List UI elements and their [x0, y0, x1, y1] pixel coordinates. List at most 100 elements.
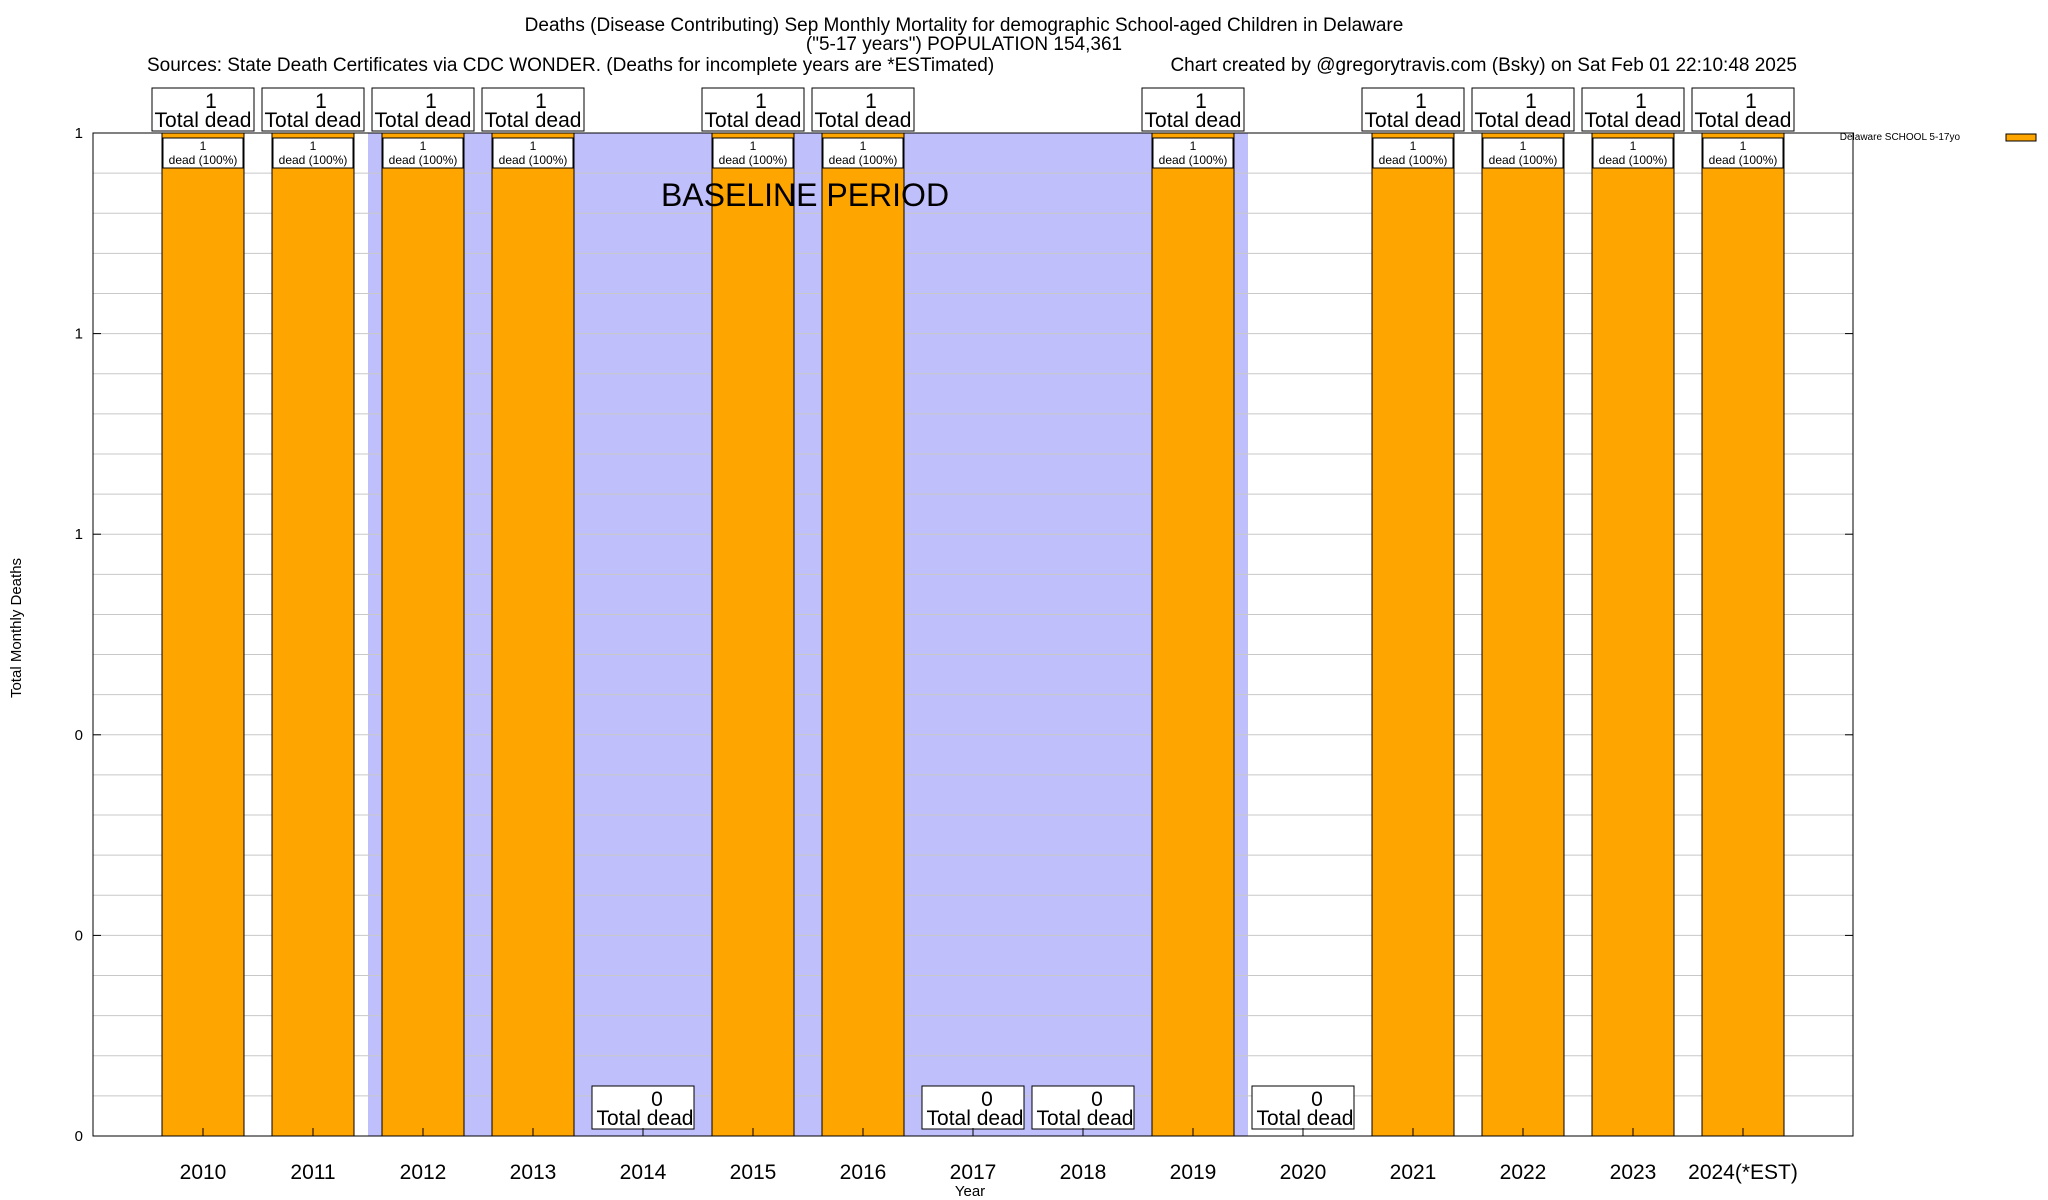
- total-dead-label: Total dead: [597, 1107, 694, 1130]
- segment-percent-label: dead (100%): [389, 153, 458, 167]
- x-tick-label: 2020: [1280, 1161, 1327, 1184]
- total-value-label: 1: [1195, 90, 1207, 113]
- total-value-label: 1: [205, 90, 217, 113]
- segment-percent-label: dead (100%): [279, 153, 348, 167]
- baseline-period-label: BASELINE PERIOD: [661, 177, 949, 213]
- x-tick-label: 2024(*EST): [1688, 1161, 1798, 1184]
- total-label-box: [481, 87, 585, 132]
- bar: [381, 132, 465, 1137]
- segment-value-label: 1: [1190, 139, 1197, 153]
- total-label-box: [1361, 87, 1465, 132]
- x-axis-label: Year: [955, 1183, 985, 1200]
- x-tick-label: 2013: [510, 1161, 557, 1184]
- x-tick-label: 2012: [400, 1161, 447, 1184]
- total-label-box: [371, 87, 475, 132]
- segment-value-label: 1: [1740, 139, 1747, 153]
- segment-percent-label: dead (100%): [1489, 153, 1558, 167]
- segment-label-box: [272, 137, 354, 169]
- y-tick-label: 1: [75, 326, 83, 343]
- segment-value-label: 1: [530, 139, 537, 153]
- total-dead-label: Total dead: [815, 109, 912, 132]
- bar: [821, 132, 905, 1137]
- segment-percent-label: dead (100%): [1379, 153, 1448, 167]
- total-dead-label: Total dead: [1475, 109, 1572, 132]
- bar: [1591, 132, 1675, 1137]
- bar: [491, 132, 575, 1137]
- y-tick-label: 0: [75, 727, 83, 744]
- total-value-label: 0: [651, 1088, 663, 1111]
- total-dead-label: Total dead: [375, 109, 472, 132]
- total-dead-label: Total dead: [1695, 109, 1792, 132]
- total-value-label: 1: [865, 90, 877, 113]
- segment-value-label: 1: [750, 139, 757, 153]
- bars-layer: [161, 132, 1785, 1137]
- segment-label-box: [492, 137, 574, 169]
- legend-entry-label: Delaware SCHOOL 5-17yo: [1840, 132, 1961, 143]
- total-label-box: [811, 87, 915, 132]
- total-value-label: 1: [315, 90, 327, 113]
- bar: [1151, 132, 1235, 1137]
- total-label-box: [261, 87, 365, 132]
- segment-label-box: [1482, 137, 1564, 169]
- total-dead-label: Total dead: [1585, 109, 1682, 132]
- x-tick-label: 2015: [730, 1161, 777, 1184]
- total-dead-label: Total dead: [1145, 109, 1242, 132]
- bar: [271, 132, 355, 1137]
- segment-value-label: 1: [1410, 139, 1417, 153]
- bar: [1481, 132, 1565, 1137]
- x-tick-label: 2010: [180, 1161, 227, 1184]
- total-dead-label: Total dead: [927, 1107, 1024, 1130]
- chart-source-note: Sources: State Death Certificates via CD…: [147, 55, 994, 76]
- total-label-box: [151, 87, 255, 132]
- total-dead-label: Total dead: [1257, 1107, 1354, 1130]
- x-tick-label: 2023: [1610, 1161, 1657, 1184]
- x-tick-label: 2014: [620, 1161, 667, 1184]
- bar: [711, 132, 795, 1137]
- segment-value-label: 1: [1520, 139, 1527, 153]
- total-dead-label: Total dead: [705, 109, 802, 132]
- total-dead-label: Total dead: [265, 109, 362, 132]
- total-value-label: 0: [981, 1088, 993, 1111]
- bar: [1701, 132, 1785, 1137]
- segment-value-label: 1: [310, 139, 317, 153]
- segment-percent-label: dead (100%): [829, 153, 898, 167]
- segment-label-box: [822, 137, 904, 169]
- total-value-label: 1: [1525, 90, 1537, 113]
- chart-credit-note: Chart created by @gregorytravis.com (Bsk…: [1170, 55, 1797, 76]
- segment-percent-label: dead (100%): [169, 153, 238, 167]
- total-label-box: [701, 87, 805, 132]
- segment-percent-label: dead (100%): [499, 153, 568, 167]
- bar: [1371, 132, 1455, 1137]
- segment-label-box: [1152, 137, 1234, 169]
- total-label-box: [1141, 87, 1245, 132]
- total-value-label: 1: [1635, 90, 1647, 113]
- y-tick-label: 1: [75, 526, 83, 543]
- total-label-box: [1471, 87, 1575, 132]
- axis-layer: 0 0 0 1 1 1 2010 2011 2012 2013 2014 2015 2016 2017 20…: [75, 125, 1854, 1184]
- x-tick-label: 2018: [1060, 1161, 1107, 1184]
- total-value-label: 1: [535, 90, 547, 113]
- segment-percent-label: dead (100%): [1709, 153, 1778, 167]
- total-value-label: 0: [1091, 1088, 1103, 1111]
- chart-title-line-1: Deaths (Disease Contributing) Sep Monthl…: [525, 15, 1404, 36]
- segment-percent-label: dead (100%): [1599, 153, 1668, 167]
- total-label-box: [1251, 1085, 1355, 1130]
- total-value-label: 0: [1311, 1088, 1323, 1111]
- y-tick-label: 1: [75, 125, 83, 142]
- x-tick-label: 2021: [1390, 1161, 1437, 1184]
- x-tick-label: 2016: [840, 1161, 887, 1184]
- segment-label-box: [1592, 137, 1674, 169]
- segment-percent-label: dead (100%): [1159, 153, 1228, 167]
- segment-value-label: 1: [860, 139, 867, 153]
- legend: Delaware SCHOOL 5-17yo: [1840, 132, 2037, 143]
- x-tick-label: 2017: [950, 1161, 997, 1184]
- total-value-label: 1: [425, 90, 437, 113]
- y-tick-label: 0: [75, 1128, 83, 1145]
- total-value-label: 1: [1745, 90, 1757, 113]
- total-label-box: [1691, 87, 1795, 132]
- segment-value-label: 1: [1630, 139, 1637, 153]
- segment-value-label: 1: [200, 139, 207, 153]
